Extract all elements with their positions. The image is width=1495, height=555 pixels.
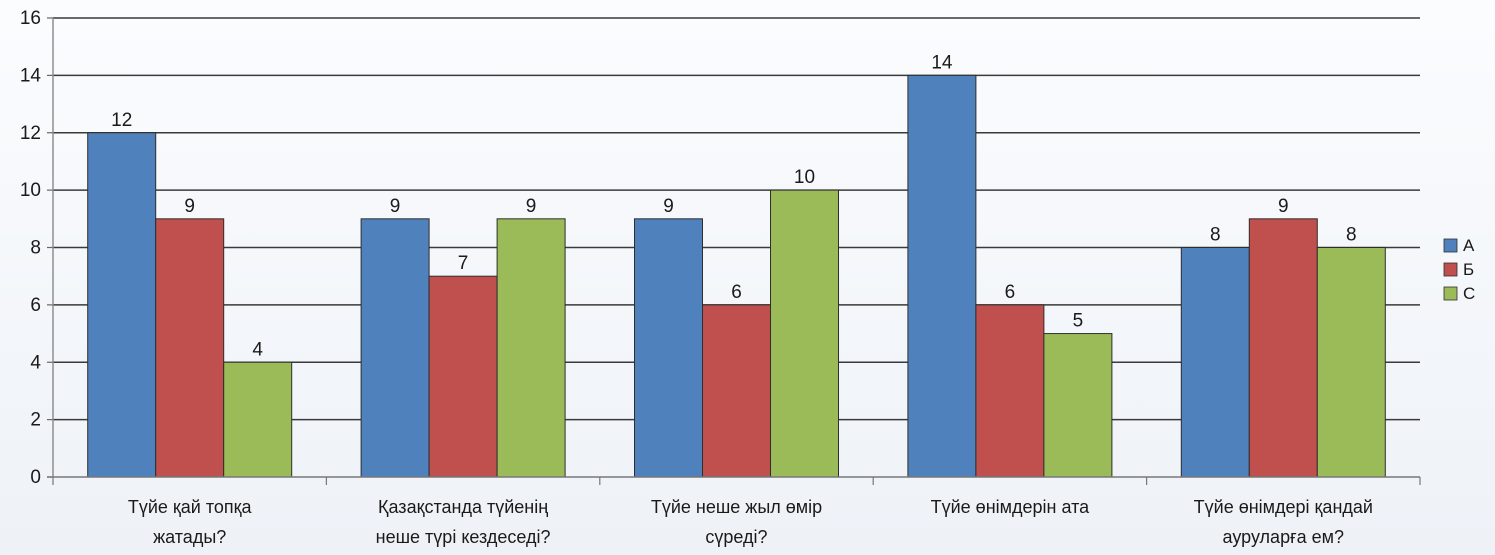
bar xyxy=(155,218,225,478)
bar xyxy=(223,361,293,478)
x-tick-label: Түйе өнімдері қандай ауруларға ем? xyxy=(1194,497,1373,547)
bar xyxy=(1043,333,1113,478)
data-label: 6 xyxy=(731,282,742,303)
bars: 12 9 9 14 8 9 7 6 6 9 4 9 10 5 8 xyxy=(87,52,1386,478)
legend-swatch xyxy=(1443,238,1458,253)
bar xyxy=(907,74,977,478)
legend-swatch xyxy=(1443,262,1458,277)
y-axis: 0 2 4 6 8 10 12 14 16 xyxy=(20,8,54,488)
data-label: 5 xyxy=(1073,311,1084,332)
x-tick-label: Қазақстанда түйенің неше түрі кездеседі? xyxy=(376,497,551,547)
data-label: 10 xyxy=(794,167,815,188)
bar xyxy=(770,189,839,478)
data-label: 9 xyxy=(526,196,537,217)
data-label: 9 xyxy=(390,196,401,217)
data-label: 7 xyxy=(458,253,469,274)
bar xyxy=(702,304,771,478)
x-tick-label: Түйе неше жыл өмір сүреді? xyxy=(651,497,822,547)
legend: АБС xyxy=(1443,236,1475,303)
legend-label: С xyxy=(1463,284,1475,303)
legend-label: А xyxy=(1463,236,1475,255)
bar xyxy=(1316,247,1386,478)
data-label: 9 xyxy=(663,196,674,217)
data-label: 6 xyxy=(1005,282,1016,303)
y-tick-label: 0 xyxy=(30,467,41,488)
bar xyxy=(975,304,1045,478)
data-label: 12 xyxy=(111,110,132,131)
data-label: 8 xyxy=(1346,225,1357,246)
y-tick-label: 14 xyxy=(20,65,42,86)
y-tick-label: 8 xyxy=(30,238,41,259)
y-tick-label: 4 xyxy=(30,352,41,373)
y-tick-label: 6 xyxy=(30,295,41,316)
bar xyxy=(360,218,430,478)
bar xyxy=(428,275,498,478)
bar xyxy=(1180,247,1250,478)
bar xyxy=(496,218,566,478)
y-tick-label: 2 xyxy=(30,410,41,431)
bar xyxy=(1248,218,1318,478)
data-label: 4 xyxy=(252,339,263,360)
bar xyxy=(87,132,157,478)
data-label: 9 xyxy=(184,196,195,217)
x-tick-label: Түйе өнімдерін ата xyxy=(931,497,1091,517)
y-tick-label: 12 xyxy=(20,123,41,144)
x-tick-label: Түйе қай топқа жатады? xyxy=(128,497,253,547)
data-label: 8 xyxy=(1210,225,1221,246)
data-label: 9 xyxy=(1278,196,1289,217)
bar xyxy=(634,218,703,478)
y-tick-label: 10 xyxy=(20,180,41,201)
data-label: 14 xyxy=(931,52,953,73)
y-tick-label: 16 xyxy=(20,8,41,29)
legend-swatch xyxy=(1443,286,1458,301)
legend-label: Б xyxy=(1463,260,1474,279)
x-axis: Түйе қай топқа жатады? Қазақстанда түйенің… xyxy=(47,476,1421,547)
